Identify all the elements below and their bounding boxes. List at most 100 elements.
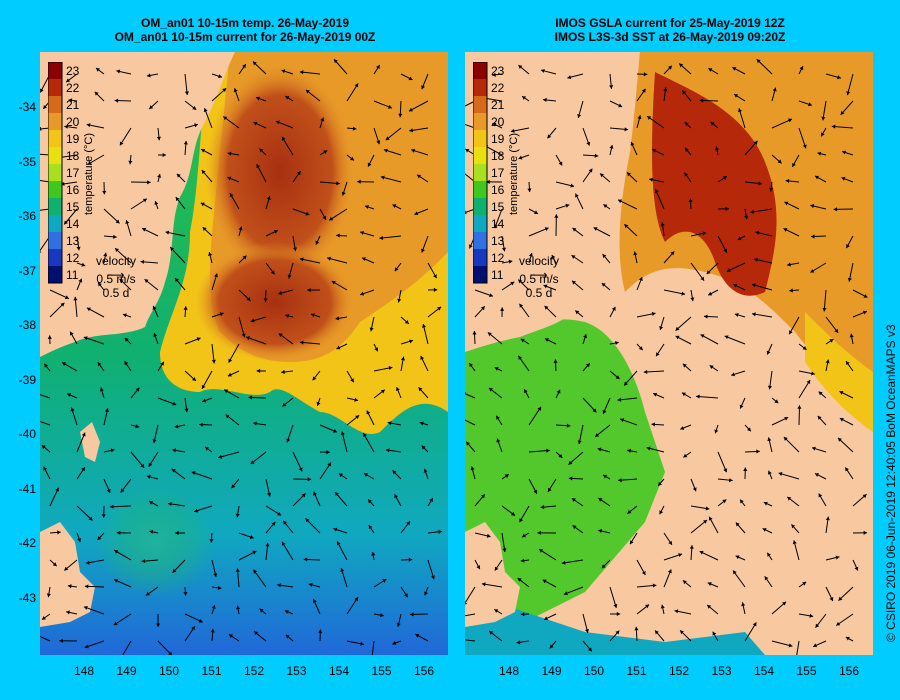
- velocity-arrow-head: [496, 415, 500, 420]
- velocity-arrow: [299, 258, 321, 264]
- velocity-arrow: [238, 316, 246, 338]
- velocity-arrow-head: [627, 448, 631, 453]
- velocity-arrow-head: [533, 489, 538, 494]
- colorbar-swatch: [473, 215, 487, 232]
- velocity-arrow-head: [735, 522, 740, 527]
- velocity-arrow-head: [470, 466, 475, 471]
- velocity-arrow-head: [360, 291, 365, 296]
- colorbar-tick-label: 15: [66, 200, 80, 214]
- velocity-arrow-head: [368, 525, 373, 530]
- velocity-arrow-head: [303, 557, 308, 562]
- latitude-label: -40: [18, 427, 36, 441]
- velocity-arrow-head: [600, 173, 604, 178]
- colorbar-tick-label: 14: [66, 217, 80, 231]
- longitude-label: 152: [243, 664, 265, 678]
- velocity-arrow-head: [152, 305, 157, 310]
- velocity-arrow-head: [162, 152, 167, 158]
- velocity-arrow-head: [488, 387, 493, 392]
- velocity-arrow-head: [368, 499, 372, 504]
- velocity-arrow-head: [588, 168, 593, 173]
- velocity-arrow-head: [584, 628, 589, 633]
- longitude-label: 156: [413, 664, 435, 678]
- velocity-arrow-head: [681, 392, 686, 397]
- velocity-arrow-head: [583, 334, 588, 339]
- velocity-arrow-head: [849, 333, 854, 338]
- colorbar-tick-label: 16: [66, 183, 80, 197]
- velocity-arrow-head: [603, 204, 608, 209]
- velocity-arrow-head: [64, 220, 68, 225]
- colorbar-swatch: [48, 215, 62, 232]
- velocity-arrow-head: [609, 144, 614, 149]
- latitude-label: -39: [18, 372, 36, 387]
- velocity-arrow-head: [380, 613, 384, 618]
- velocity-arrow-head: [802, 581, 807, 586]
- velocity-arrow: [169, 246, 186, 264]
- velocity-arrow-head: [322, 215, 327, 220]
- velocity-arrow-head: [231, 484, 236, 489]
- velocity-arrow-head: [135, 387, 140, 392]
- velocity-arrow-head: [120, 488, 125, 493]
- velocity-arrow-head: [821, 116, 826, 121]
- velocity-arrow-head: [194, 508, 199, 513]
- colorbar-swatch: [473, 232, 487, 249]
- velocity-arrow-head: [839, 417, 844, 422]
- velocity-arrow-head: [842, 150, 847, 155]
- colorbar-tick-label: 22: [66, 81, 80, 95]
- velocity-arrow-head: [147, 180, 151, 185]
- velocity-arrow-head: [609, 85, 614, 89]
- velocity-arrow-head: [406, 521, 410, 526]
- velocity-arrow-head: [846, 361, 850, 366]
- velocity-arrow: [362, 432, 375, 453]
- velocity-arrow: [184, 73, 188, 96]
- velocity-arrow-head: [202, 398, 207, 403]
- velocity-arrow-head: [218, 454, 223, 459]
- longitude-label: 151: [626, 664, 647, 678]
- velocity-arrow-head: [218, 74, 223, 79]
- velocity-arrow: [130, 451, 145, 469]
- velocity-arrow-head: [707, 582, 712, 586]
- velocity-arrow-head: [278, 333, 283, 338]
- velocity-arrow: [465, 419, 476, 426]
- velocity-arrow-head: [70, 407, 75, 412]
- colorbar-swatch: [48, 113, 62, 130]
- velocity-arrow-head: [641, 570, 646, 575]
- velocity-arrow-head: [723, 248, 728, 253]
- velocity-arrow-head: [404, 319, 409, 324]
- velocity-arrow-head: [699, 98, 704, 103]
- velocity-arrow-head: [263, 298, 268, 302]
- velocity-arrow-head: [624, 127, 629, 132]
- velocity-arrow-head: [764, 576, 769, 581]
- velocity-arrow: [109, 505, 132, 508]
- velocity-arrow-head: [202, 227, 207, 232]
- velocity-arrow-head: [668, 540, 672, 545]
- velocity-duration: 0.5 d: [102, 286, 130, 300]
- velocity-arrow: [771, 640, 793, 647]
- velocity-arrow-head: [494, 566, 499, 571]
- colorbar-swatch: [473, 164, 487, 181]
- velocity-arrow-head: [437, 306, 442, 311]
- velocity-arrow-head: [175, 278, 179, 283]
- velocity-arrow-head: [55, 487, 59, 492]
- velocity-arrow-head: [415, 633, 420, 638]
- velocity-arrow-head: [466, 441, 471, 446]
- velocity-arrow-head: [86, 307, 91, 312]
- velocity-arrow-head: [85, 560, 90, 565]
- colorbar-tick-label: 21: [491, 98, 505, 112]
- colorbar-tick-label: 17: [66, 166, 80, 180]
- velocity-arrow-head: [754, 257, 758, 262]
- velocity-arrow-head: [335, 316, 340, 321]
- velocity-arrow-head: [192, 106, 197, 110]
- velocity-arrow-head: [40, 126, 42, 131]
- velocity-arrow-head: [756, 59, 761, 64]
- velocity-arrow: [371, 640, 375, 655]
- velocity-arrow-head: [224, 389, 229, 394]
- left-warm-eddy-south: [195, 242, 355, 362]
- velocity-arrow-head: [476, 565, 481, 570]
- velocity-arrow-head: [714, 146, 720, 151]
- velocity-arrow-head: [253, 569, 258, 574]
- velocity-arrow: [778, 472, 800, 480]
- velocity-arrow-head: [846, 244, 850, 249]
- velocity-arrow-head: [341, 191, 346, 196]
- velocity-arrow-head: [602, 254, 607, 259]
- velocity-arrow-head: [565, 203, 570, 208]
